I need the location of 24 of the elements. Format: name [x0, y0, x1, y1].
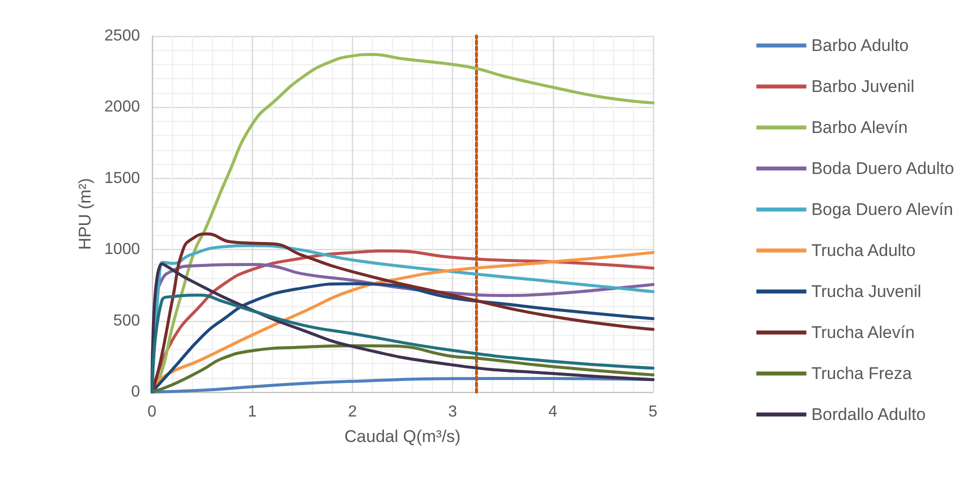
- legend-label: Trucha Adulto: [811, 241, 916, 260]
- y-tick-label: 2000: [104, 98, 140, 116]
- y-tick-label: 1000: [104, 241, 140, 258]
- x-tick-label: 4: [548, 404, 558, 420]
- y-tick-label: 1500: [104, 170, 140, 187]
- x-tick-label: 0: [148, 404, 157, 420]
- legend-label: Barbo Juvenil: [811, 77, 914, 96]
- x-axis-title: Caudal Q(m³/s): [344, 427, 461, 446]
- legend-label: Trucha Alevín: [811, 323, 915, 342]
- y-axis-title: HPU (m²): [76, 178, 95, 250]
- legend-label: Trucha Freza: [811, 364, 912, 383]
- y-tick-label: 2500: [104, 28, 140, 44]
- legend-label: Boga Duero Alevín: [811, 200, 954, 219]
- y-tick-label: 500: [113, 312, 140, 330]
- x-tick-label: 2: [348, 404, 357, 420]
- legend-label: Barbo Adulto: [811, 36, 909, 55]
- x-tick-label: 5: [648, 404, 658, 420]
- legend-label: Trucha Juvenil: [811, 282, 922, 301]
- legend-label: Bordallo Adulto: [811, 405, 926, 424]
- x-tick-label: 1: [248, 404, 257, 420]
- legend-label: Barbo Alevín: [811, 118, 908, 137]
- x-tick-label: 3: [448, 404, 458, 420]
- y-tick-label: 0: [131, 384, 140, 400]
- legend-label: Boda Duero Adulto: [811, 159, 954, 178]
